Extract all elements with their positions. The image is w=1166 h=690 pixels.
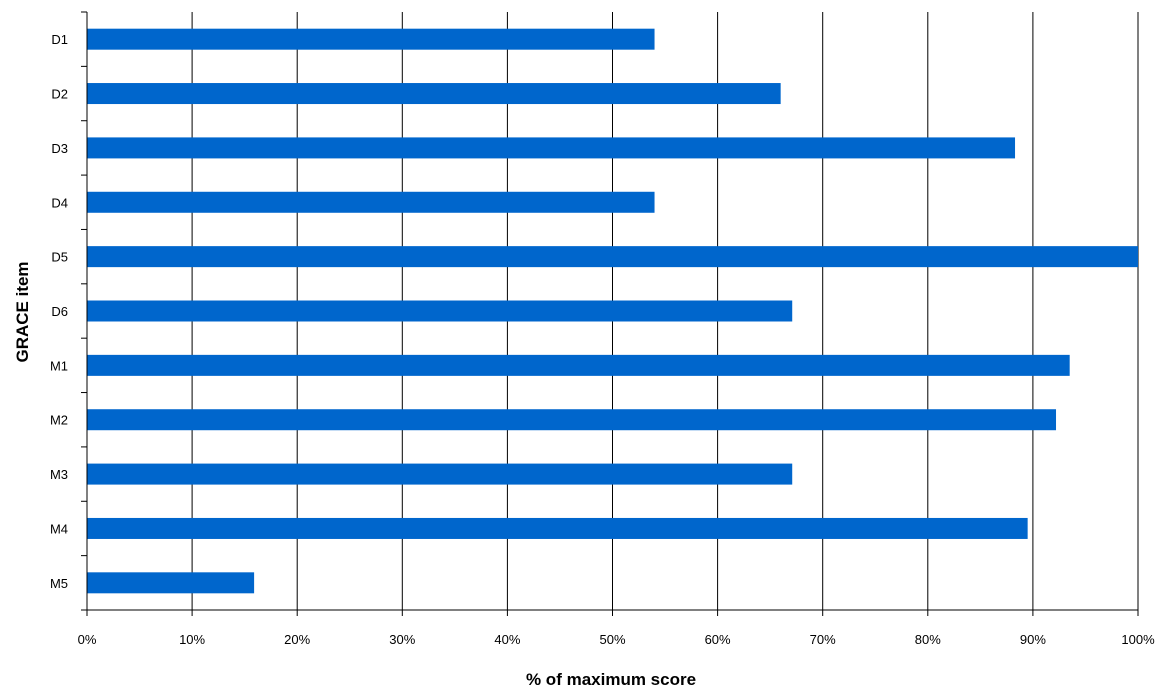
y-tick-label: D6	[51, 304, 68, 319]
x-tick-label: 30%	[389, 632, 415, 647]
y-tick-label: M2	[50, 413, 68, 428]
x-tick-label: 40%	[494, 632, 520, 647]
bar	[87, 517, 1028, 539]
x-tick-label: 60%	[705, 632, 731, 647]
y-axis-title: GRACE item	[13, 261, 32, 362]
x-tick-label: 0%	[78, 632, 97, 647]
x-tick-label: 10%	[179, 632, 205, 647]
y-tick-label: M4	[50, 521, 68, 536]
x-tick-label: 100%	[1121, 632, 1155, 647]
y-tick-label: M1	[50, 358, 68, 373]
bar	[87, 354, 1070, 376]
x-tick-label: 80%	[915, 632, 941, 647]
x-tick-label: 20%	[284, 632, 310, 647]
y-tick-labels: D1 D2 D3 D4 D5 D6 M1 M2 M3 M4 M5	[50, 32, 68, 591]
bar	[87, 191, 655, 213]
axes	[81, 11, 1139, 616]
y-tick-label: D1	[51, 32, 68, 47]
y-tick-label: D5	[51, 250, 68, 265]
y-tick-label: D3	[51, 141, 68, 156]
x-tick-label: 50%	[599, 632, 625, 647]
bar	[87, 246, 1138, 268]
x-axis-title: % of maximum score	[526, 670, 696, 689]
y-tick-label: D2	[51, 87, 68, 102]
bar	[87, 137, 1016, 159]
x-tick-labels: 0% 10% 20% 30% 40% 50% 60% 70% 80% 90% 100%	[78, 632, 1155, 647]
x-tick-label: 90%	[1020, 632, 1046, 647]
y-tick-label: M3	[50, 467, 68, 482]
bars	[87, 28, 1138, 594]
bar	[87, 300, 793, 322]
bar	[87, 409, 1057, 431]
bar	[87, 572, 255, 594]
y-tick-label: D4	[51, 195, 68, 210]
bar	[87, 463, 793, 485]
y-tick-label: M5	[50, 576, 68, 591]
bar	[87, 28, 655, 50]
bar	[87, 83, 781, 105]
x-tick-label: 70%	[810, 632, 836, 647]
